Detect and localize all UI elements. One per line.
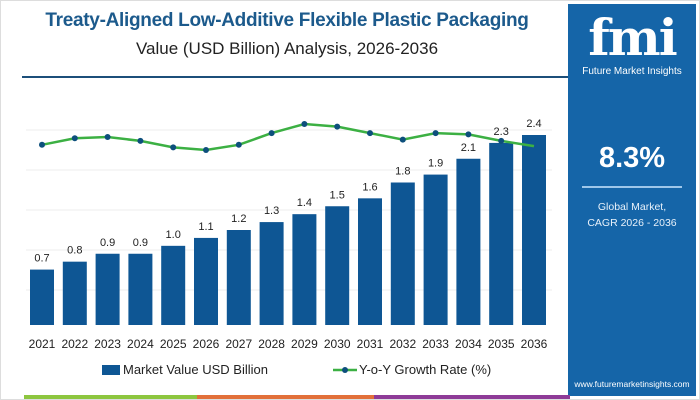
x-tick-2023: 2023 bbox=[94, 337, 121, 351]
bar-2026 bbox=[194, 237, 218, 325]
bar-label-2032: 1.8 bbox=[395, 166, 410, 178]
bar-2033 bbox=[423, 174, 448, 325]
cagr-label-line1: Global Market, bbox=[597, 201, 667, 213]
cagr-value: 8.3% bbox=[598, 142, 666, 174]
growth-point-2026 bbox=[203, 147, 209, 153]
x-tick-2024: 2024 bbox=[127, 337, 154, 351]
legend-bar: Market Value USD Billion bbox=[102, 362, 268, 377]
bar-2022 bbox=[62, 261, 87, 325]
bar-2035 bbox=[489, 142, 514, 325]
bar-label-2036: 2.4 bbox=[526, 118, 541, 130]
bar-label-2026: 1.1 bbox=[198, 221, 213, 233]
x-tick-2030: 2030 bbox=[324, 337, 351, 351]
legend-bar-swatch bbox=[102, 364, 120, 375]
x-tick-2036: 2036 bbox=[521, 337, 548, 351]
growth-point-2025 bbox=[170, 144, 177, 151]
bar-2027 bbox=[226, 230, 251, 325]
fmi-logo: fmi bbox=[588, 8, 677, 67]
logo-subtitle: Future Market Insights bbox=[582, 66, 682, 77]
bar-label-2028: 1.3 bbox=[264, 205, 279, 217]
growth-point-2022 bbox=[71, 135, 78, 142]
x-tick-2032: 2032 bbox=[389, 337, 416, 351]
legend-line: Y-o-Y Growth Rate (%) bbox=[333, 362, 491, 377]
growth-point-2031 bbox=[367, 130, 373, 137]
footer-stripe-orange bbox=[197, 395, 374, 399]
bar-2023 bbox=[95, 253, 120, 325]
bar-2024 bbox=[128, 253, 153, 325]
bar-label-2025: 1.0 bbox=[166, 229, 181, 241]
x-tick-2026: 2026 bbox=[193, 337, 220, 351]
bar-2021 bbox=[30, 269, 54, 325]
growth-point-2021 bbox=[39, 141, 45, 148]
chart-subtitle: Value (USD Billion) Analysis, 2026-2036 bbox=[135, 39, 439, 58]
bar-label-2021: 0.7 bbox=[34, 253, 49, 265]
bar-2025 bbox=[161, 245, 186, 325]
bar-2028 bbox=[259, 222, 284, 325]
legend-line-swatch bbox=[333, 366, 357, 373]
growth-point-2023 bbox=[104, 134, 111, 140]
x-tick-2022: 2022 bbox=[61, 337, 88, 351]
growth-point-2024 bbox=[137, 137, 144, 144]
growth-point-2030 bbox=[334, 123, 341, 130]
footer-stripe-purple bbox=[374, 395, 570, 399]
title-divider bbox=[22, 76, 574, 78]
side-panel: fmi Future Market Insights 8.3% Global M… bbox=[568, 4, 696, 396]
legend-line-label: Y-o-Y Growth Rate (%) bbox=[359, 362, 492, 377]
growth-point-2032 bbox=[399, 136, 406, 143]
bar-label-2024: 0.9 bbox=[133, 237, 148, 249]
x-tick-2029: 2029 bbox=[291, 337, 318, 351]
x-tick-2033: 2033 bbox=[422, 337, 449, 351]
bar-2034 bbox=[456, 158, 481, 325]
cagr-divider bbox=[582, 186, 682, 188]
cagr-label: Global Market, CAGR 2026 - 2036 bbox=[568, 199, 696, 231]
bar-label-2022: 0.8 bbox=[67, 245, 82, 257]
growth-line bbox=[41, 122, 535, 152]
bar-label-2029: 1.4 bbox=[297, 197, 312, 209]
bar-label-2027: 1.2 bbox=[231, 213, 246, 225]
bar-2031 bbox=[358, 198, 382, 325]
x-tick-2027: 2027 bbox=[225, 337, 252, 351]
bar-label-2030: 1.5 bbox=[330, 189, 345, 201]
growth-point-2028 bbox=[268, 130, 275, 137]
legend-bar-label: Market Value USD Billion bbox=[123, 362, 268, 377]
bar-2036 bbox=[522, 135, 546, 325]
bar-label-2023: 0.9 bbox=[100, 237, 115, 249]
chart-svg: 0.7 2021 0.8 2022 0.9 2023 0.9 2024 1.0 2025 1.1 20… bbox=[26, 118, 552, 351]
x-tick-2031: 2031 bbox=[357, 337, 384, 351]
website-url: www.futuremarketinsights.com bbox=[574, 379, 690, 389]
x-tick-2021: 2021 bbox=[29, 337, 56, 351]
x-tick-2034: 2034 bbox=[455, 337, 482, 351]
bar-label-2035: 2.3 bbox=[494, 126, 509, 138]
bar-label-2034: 2.1 bbox=[461, 142, 476, 154]
growth-point-2029 bbox=[301, 121, 308, 127]
growth-point-2027 bbox=[235, 141, 242, 148]
x-tick-2035: 2035 bbox=[488, 337, 515, 351]
growth-point-2034 bbox=[465, 131, 472, 138]
bar-label-2033: 1.9 bbox=[428, 158, 443, 170]
x-tick-2028: 2028 bbox=[258, 337, 285, 351]
x-tick-2025: 2025 bbox=[160, 337, 187, 351]
cagr-label-line2: CAGR 2026 - 2036 bbox=[587, 217, 677, 229]
growth-point-2035 bbox=[498, 137, 505, 144]
chart-title: Treaty-Aligned Low-Additive Flexible Pla… bbox=[45, 10, 529, 31]
bar-label-2031: 1.6 bbox=[362, 181, 377, 193]
growth-point-2033 bbox=[432, 130, 439, 137]
bar-2032 bbox=[390, 182, 415, 325]
footer-stripe-green bbox=[24, 395, 197, 399]
bar-2030 bbox=[325, 206, 350, 325]
bar-2029 bbox=[292, 214, 317, 325]
